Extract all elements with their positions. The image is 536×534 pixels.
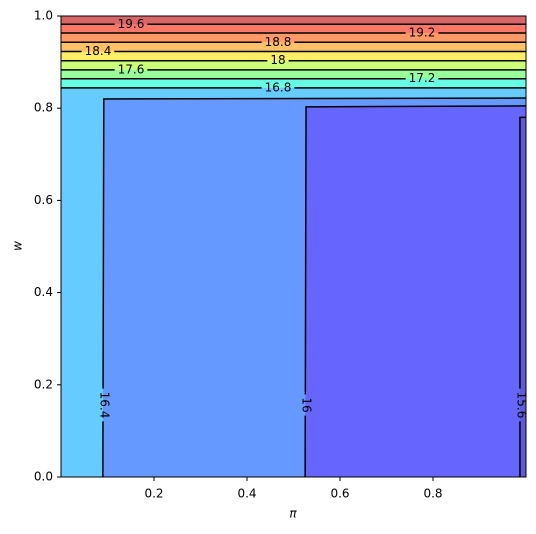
contour-label: 19.2 bbox=[409, 26, 436, 40]
contour-line bbox=[102, 97, 527, 478]
contour-label: 16.4 bbox=[97, 392, 111, 419]
y-tick-label: 0.6 bbox=[34, 193, 53, 207]
contour-lines bbox=[61, 23, 527, 478]
y-tick-label: 0.4 bbox=[34, 285, 53, 299]
contour-line bbox=[304, 105, 527, 478]
contour-label: 17.6 bbox=[118, 62, 145, 76]
contour-label: 19.6 bbox=[118, 17, 145, 31]
y-tick-label: 1.0 bbox=[34, 9, 53, 23]
contour-label: 15.6 bbox=[514, 392, 528, 419]
x-tick-label: 0.8 bbox=[423, 487, 442, 501]
x-tick-label: 0.6 bbox=[330, 487, 349, 501]
y-tick-label: 0.0 bbox=[34, 470, 53, 484]
y-tick-label: 0.2 bbox=[34, 377, 53, 391]
contour-label: 16 bbox=[300, 397, 314, 412]
axes: 0.2 0.4 0.6 0.8 0.0 0.2 0.4 0.6 0.8 1.0 bbox=[34, 9, 527, 501]
x-tick-label: 0.4 bbox=[237, 487, 256, 501]
plot-frame bbox=[60, 15, 527, 478]
x-tick-label: 0.2 bbox=[144, 487, 163, 501]
band-fill bbox=[61, 16, 526, 477]
contour-label: 16.8 bbox=[265, 80, 292, 94]
contour-label: 18 bbox=[270, 53, 285, 67]
band-fill bbox=[61, 16, 526, 477]
contour-line bbox=[519, 116, 526, 477]
x-axis-label: π bbox=[289, 507, 297, 521]
y-tick-label: 0.8 bbox=[34, 101, 53, 115]
contour-label: 17.2 bbox=[409, 71, 436, 85]
fills bbox=[61, 16, 526, 477]
contour-label: 18.8 bbox=[265, 35, 292, 49]
y-axis-label: w bbox=[11, 241, 25, 251]
contour-label: 18.4 bbox=[85, 44, 112, 58]
